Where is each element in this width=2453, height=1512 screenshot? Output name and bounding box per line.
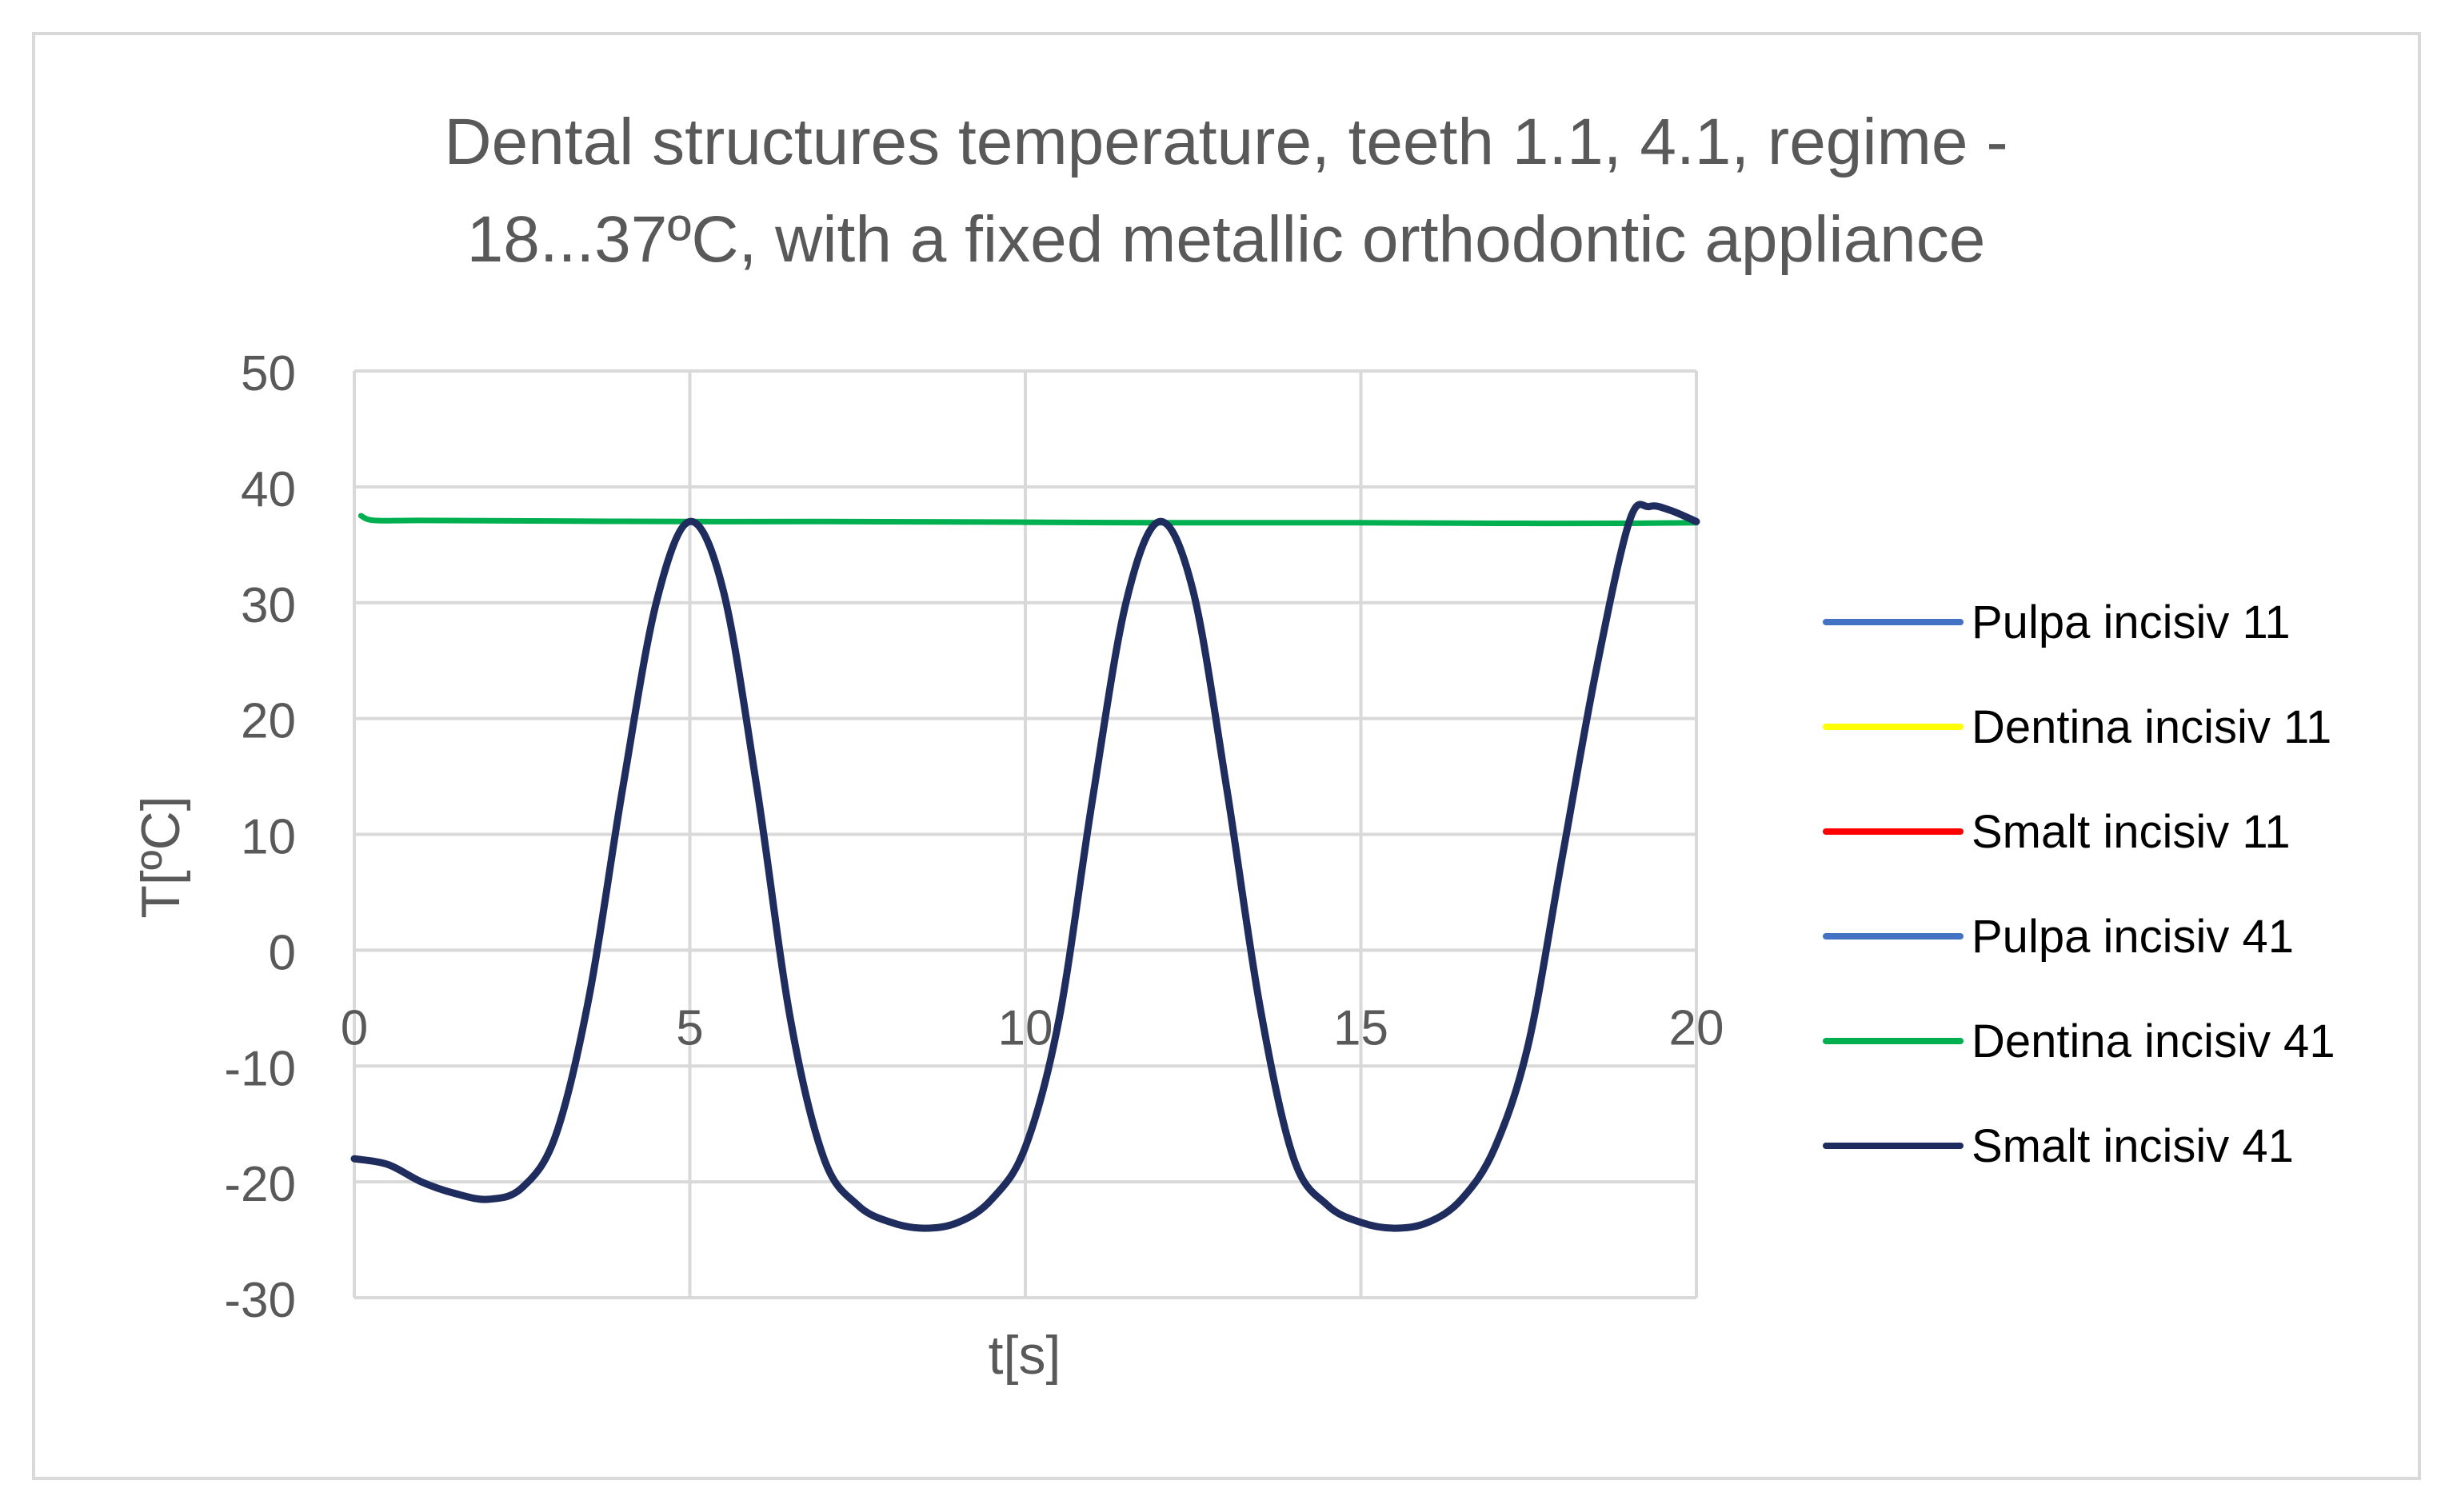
series-lines bbox=[350, 501, 1700, 1232]
legend-label-pulpa-incisiv-41: Pulpa incisiv 41 bbox=[1972, 911, 2294, 963]
y-tick-label: 30 bbox=[241, 578, 296, 633]
legend-label-dentina-incisiv-11: Dentina incisiv 11 bbox=[1972, 701, 2331, 753]
y-tick-label: 0 bbox=[269, 925, 296, 980]
chart-title-line-2: 18...37ºC, with a fixed metallic orthodo… bbox=[467, 203, 1986, 276]
x-tick-label: 0 bbox=[341, 1000, 368, 1055]
y-tick-label: -20 bbox=[224, 1157, 296, 1212]
legend: Pulpa incisiv 11 Dentina incisiv 11 Smalt … bbox=[1823, 596, 2335, 1172]
axes bbox=[353, 371, 1696, 1299]
y-tick-label: 50 bbox=[241, 346, 296, 401]
tick-labels: 50 40 30 20 10 0 -10 -20 -30 0 5 10 15 20 bbox=[224, 346, 1724, 1328]
x-tick-label: 5 bbox=[676, 1000, 703, 1055]
gridlines bbox=[354, 369, 1698, 1298]
chart-frame bbox=[32, 32, 2421, 1480]
legend-label-dentina-incisiv-41: Dentina incisiv 41 bbox=[1972, 1015, 2335, 1067]
chart-title-line-1: Dental structures temperature, teeth 1.1… bbox=[444, 106, 2008, 178]
legend-label-smalt-incisiv-11: Smalt incisiv 11 bbox=[1972, 806, 2291, 858]
x-tick-label: 15 bbox=[1333, 1000, 1388, 1055]
y-tick-label: 10 bbox=[241, 810, 296, 865]
series-line-smalt-incisiv-41 bbox=[350, 501, 1700, 1232]
y-tick-label: -30 bbox=[224, 1273, 296, 1328]
chart-title: Dental structures temperature, teeth 1.1… bbox=[444, 106, 2008, 276]
y-tick-label: 20 bbox=[241, 694, 296, 749]
x-tick-label: 10 bbox=[998, 1000, 1053, 1055]
x-axis-label: t[s] bbox=[989, 1325, 1061, 1386]
legend-label-pulpa-incisiv-11: Pulpa incisiv 11 bbox=[1972, 596, 2291, 648]
series-line-dentina-incisiv-41 bbox=[358, 513, 1700, 527]
y-tick-label: -10 bbox=[224, 1041, 296, 1096]
x-tick-label: 20 bbox=[1669, 1000, 1724, 1055]
y-tick-label: 40 bbox=[241, 462, 296, 517]
y-axis-label: T[ºC] bbox=[130, 796, 191, 918]
legend-label-smalt-incisiv-41: Smalt incisiv 41 bbox=[1972, 1120, 2294, 1172]
